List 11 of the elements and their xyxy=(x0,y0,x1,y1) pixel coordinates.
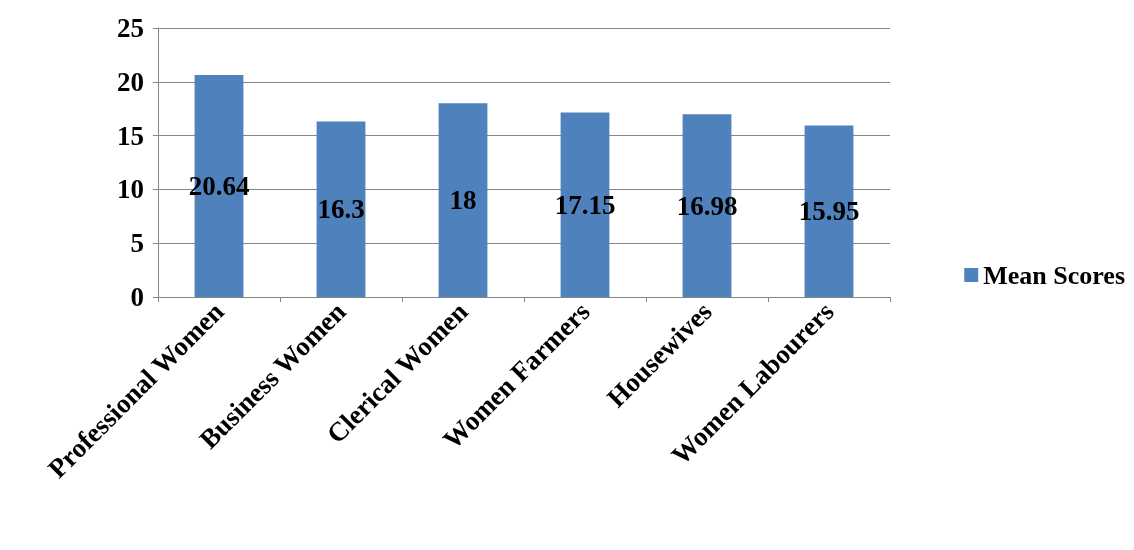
y-tick-label: 0 xyxy=(130,282,144,312)
data-label: 18 xyxy=(449,185,477,216)
y-tick-label: 15 xyxy=(117,120,144,151)
bar xyxy=(316,121,366,297)
y-tick-label: 20 xyxy=(117,66,144,97)
y-tick-label: 5 xyxy=(130,228,144,259)
y-tick-label: 25 xyxy=(117,13,144,43)
data-label: 16.3 xyxy=(317,194,365,225)
legend-label: Mean Scores xyxy=(983,260,1126,290)
y-tick-label: 10 xyxy=(117,174,144,205)
bar xyxy=(438,103,488,297)
